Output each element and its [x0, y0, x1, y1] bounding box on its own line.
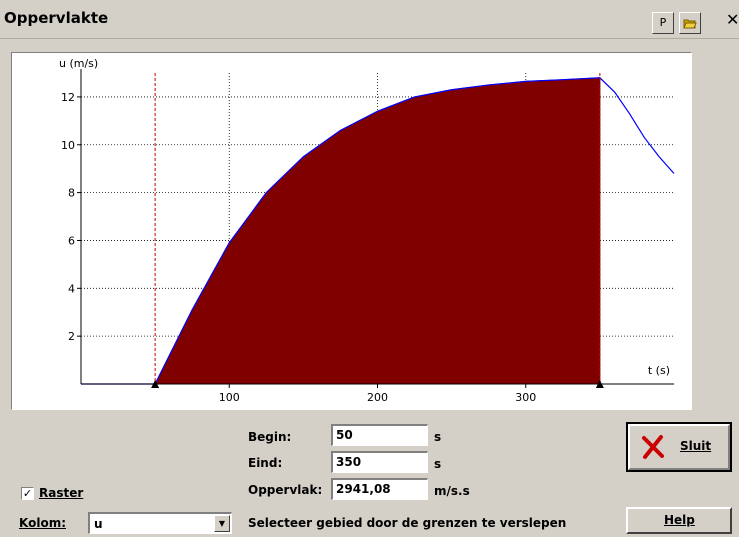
title-bar: Oppervlakte P ✕: [0, 0, 739, 39]
hint-text: Selecteer gebied door de grenzen te vers…: [248, 516, 567, 530]
x-tick-label: 200: [367, 391, 388, 404]
y-tick-label: 10: [61, 139, 75, 152]
kolom-label: Kolom:: [19, 516, 66, 530]
x-tick-label: 100: [219, 391, 240, 404]
sluit-button[interactable]: Sluit: [626, 422, 732, 472]
eind-label: Eind:: [248, 456, 283, 470]
kolom-value: u: [94, 517, 103, 531]
selected-area: [154, 77, 601, 385]
begin-label: Begin:: [248, 430, 292, 444]
oppervlak-field: 2941,08: [331, 478, 428, 500]
y-tick-label: 12: [61, 91, 75, 104]
folder-button[interactable]: [679, 12, 701, 34]
print-button[interactable]: P: [652, 12, 674, 34]
chart-area: 2 4 6 8 10 12 100 200 300 u (m/s) t (s): [11, 52, 692, 410]
begin-unit: s: [434, 430, 442, 444]
boundary-marker: [151, 380, 160, 388]
x-axis-label: t (s): [648, 364, 670, 377]
y-tick-label: 6: [68, 234, 75, 247]
oppervlak-label: Oppervlak:: [248, 483, 323, 497]
close-icon[interactable]: ✕: [726, 10, 739, 29]
help-button[interactable]: Help: [626, 507, 732, 534]
y-tick-label: 4: [68, 282, 75, 295]
kolom-select[interactable]: u ▼: [88, 512, 232, 534]
folder-icon: [683, 19, 697, 29]
raster-checkbox[interactable]: ✓: [21, 487, 34, 500]
chevron-down-icon[interactable]: ▼: [214, 515, 230, 532]
cross-icon: [642, 435, 664, 459]
y-axis-label: u (m/s): [59, 57, 98, 70]
y-tick-label: 2: [68, 330, 75, 343]
boundary-marker: [595, 380, 604, 388]
begin-field[interactable]: 50: [331, 424, 428, 446]
window-title: Oppervlakte: [4, 9, 109, 27]
eind-field[interactable]: 350: [331, 451, 428, 473]
raster-label[interactable]: Raster: [39, 486, 84, 500]
oppervlak-unit: m/s.s: [434, 484, 470, 498]
help-label: Help: [664, 513, 695, 527]
area-chart[interactable]: 2 4 6 8 10 12 100 200 300 u (m/s) t (s): [12, 53, 691, 409]
data-curve: [81, 77, 675, 385]
x-tick-label: 300: [515, 391, 536, 404]
sluit-label: Sluit: [680, 439, 712, 453]
eind-unit: s: [434, 457, 442, 471]
y-tick-label: 8: [68, 187, 75, 200]
